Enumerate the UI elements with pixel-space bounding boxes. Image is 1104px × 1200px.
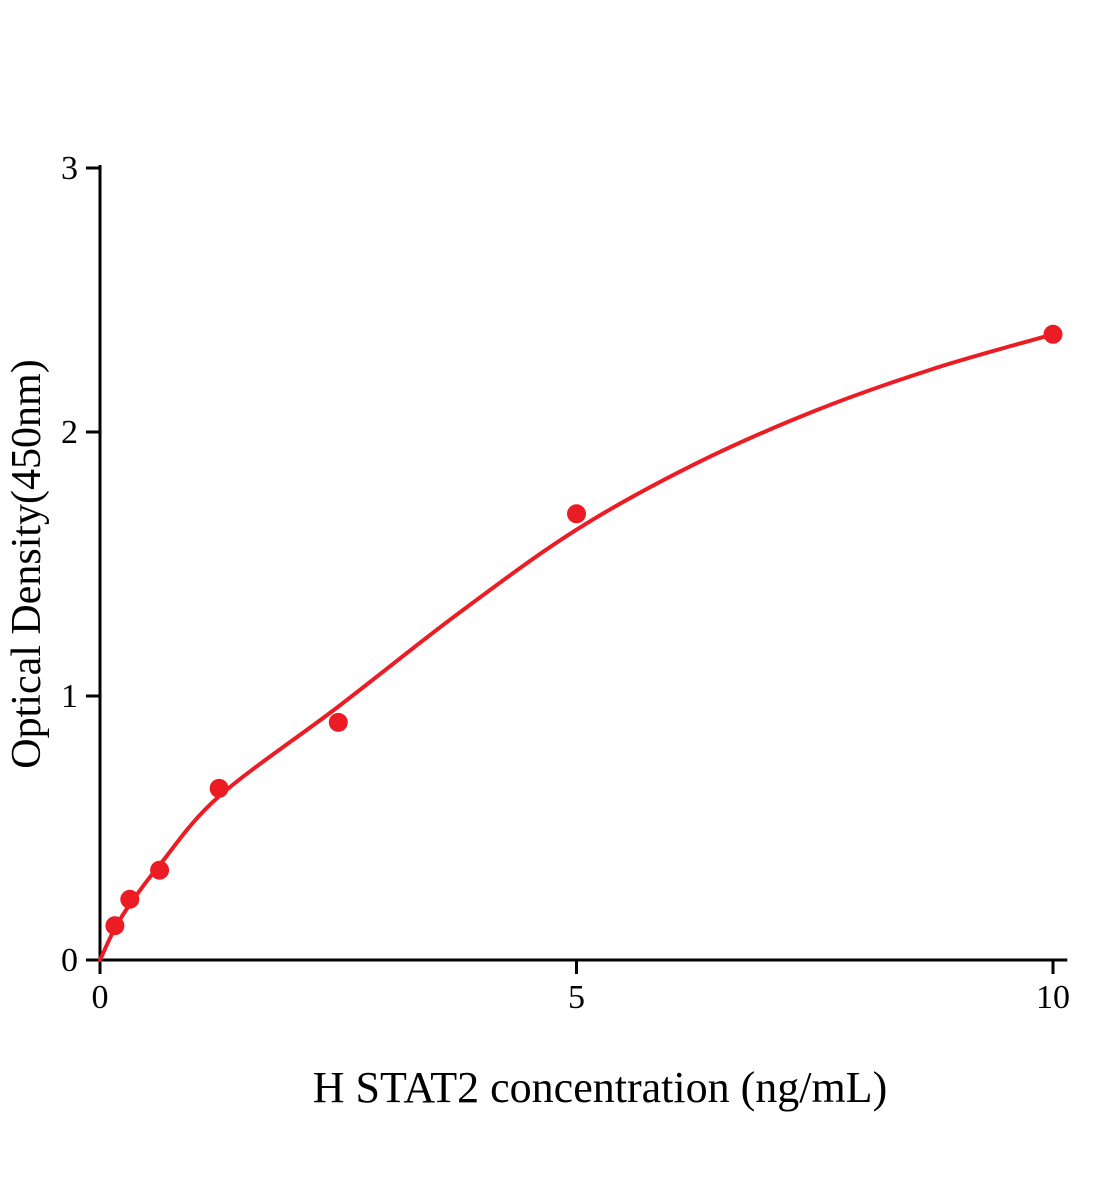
x-axis-label: H STAT2 concentration (ng/mL): [312, 1063, 888, 1112]
y-tick-label: 0: [61, 942, 78, 979]
data-point: [1043, 324, 1063, 344]
y-axis-label: Optical Density(450nm): [4, 359, 50, 769]
x-tick-label: 0: [92, 979, 109, 1016]
data-point: [150, 860, 170, 880]
data-point: [120, 889, 140, 909]
fit-curve: [98, 332, 1055, 962]
data-point: [567, 504, 586, 524]
y-tick-label: 1: [61, 678, 78, 715]
x-tick-label: 5: [568, 979, 585, 1016]
x-tick-label: 10: [1036, 979, 1070, 1016]
data-point: [209, 778, 229, 798]
data-point: [328, 712, 348, 732]
y-tick-label: 3: [61, 150, 78, 187]
y-tick-label: 2: [61, 414, 78, 451]
data-point: [105, 916, 125, 936]
